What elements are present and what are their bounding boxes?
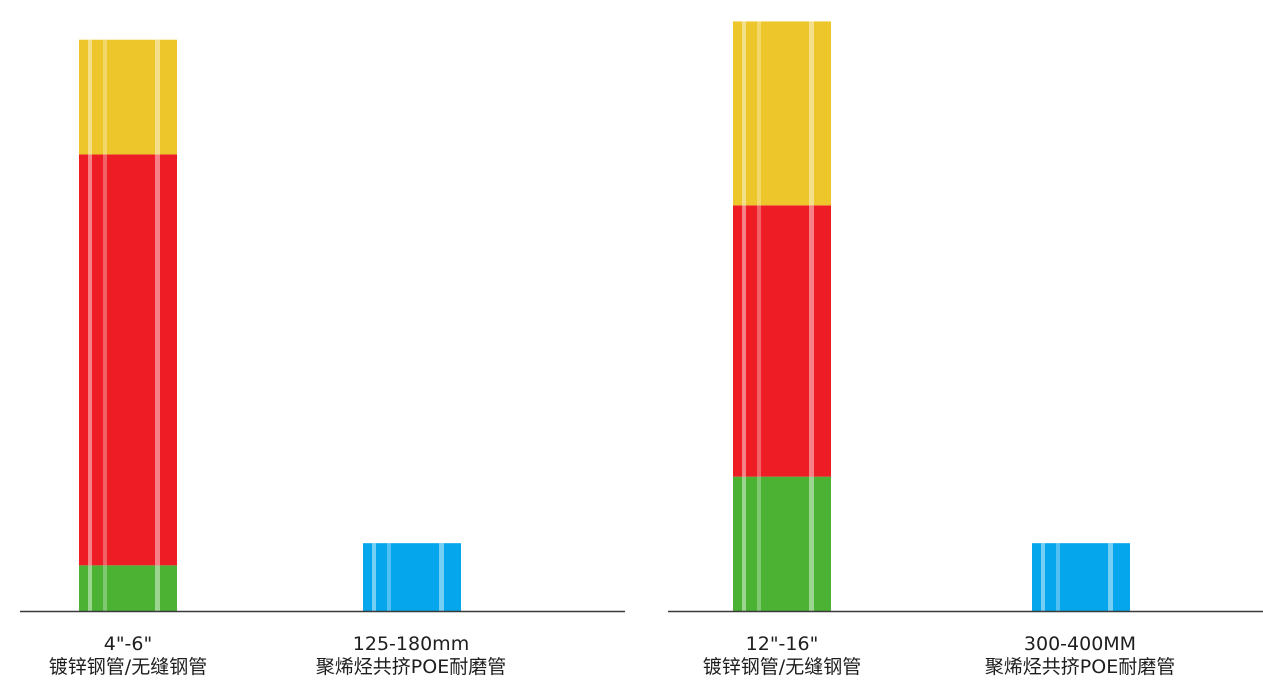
category-label: 12"-16" 镀锌钢管/无缝钢管	[652, 633, 912, 679]
bar-highlight	[103, 154, 107, 566]
bar-highlight	[809, 21, 814, 206]
bar-highlight	[757, 21, 761, 206]
bar-highlight	[1056, 543, 1060, 611]
bar-segment	[79, 565, 177, 611]
bar-segment	[79, 39, 177, 155]
category-size-label: 4"-6"	[103, 633, 153, 655]
category-material-label: 镀锌钢管/无缝钢管	[48, 656, 208, 678]
bar-highlight	[387, 543, 391, 611]
category-label: 300-400MM 聚烯烃共挤POE耐磨管	[950, 633, 1210, 679]
chart-left	[20, 39, 625, 613]
category-size-label: 300-400MM	[1023, 633, 1137, 655]
bar-highlight	[103, 39, 107, 155]
bar-highlight	[1108, 543, 1113, 611]
bar-segment	[79, 154, 177, 566]
category-material-label: 聚烯烃共挤POE耐磨管	[315, 656, 507, 678]
bar-highlight	[757, 205, 761, 477]
category-material-label: 聚烯烃共挤POE耐磨管	[984, 656, 1176, 678]
bar-highlight	[809, 476, 814, 611]
bar-highlight	[88, 39, 92, 155]
bar-segment	[733, 476, 831, 611]
bar-segment	[363, 543, 461, 611]
category-size-label: 125-180mm	[352, 633, 470, 655]
bar-highlight	[155, 154, 160, 566]
bar-segment	[733, 205, 831, 477]
category-size-label: 12"-16"	[745, 633, 819, 655]
bar-highlight	[742, 21, 746, 206]
chart-right	[668, 21, 1263, 613]
bar-highlight	[757, 476, 761, 611]
bar-highlight	[372, 543, 376, 611]
category-material-label: 镀锌钢管/无缝钢管	[702, 656, 862, 678]
bar-highlight	[155, 39, 160, 155]
bar-highlight	[742, 205, 746, 477]
bar-highlight	[88, 154, 92, 566]
bar-segment	[1032, 543, 1130, 611]
bar-highlight	[439, 543, 444, 611]
bar-highlight	[1041, 543, 1045, 611]
bar-highlight	[88, 565, 92, 611]
bar-highlight	[742, 476, 746, 611]
bar-highlight	[103, 565, 107, 611]
category-label: 4"-6" 镀锌钢管/无缝钢管	[0, 633, 258, 679]
bar-segment	[733, 21, 831, 206]
category-label: 125-180mm 聚烯烃共挤POE耐磨管	[281, 633, 541, 679]
bar-highlight	[155, 565, 160, 611]
bar-highlight	[809, 205, 814, 477]
